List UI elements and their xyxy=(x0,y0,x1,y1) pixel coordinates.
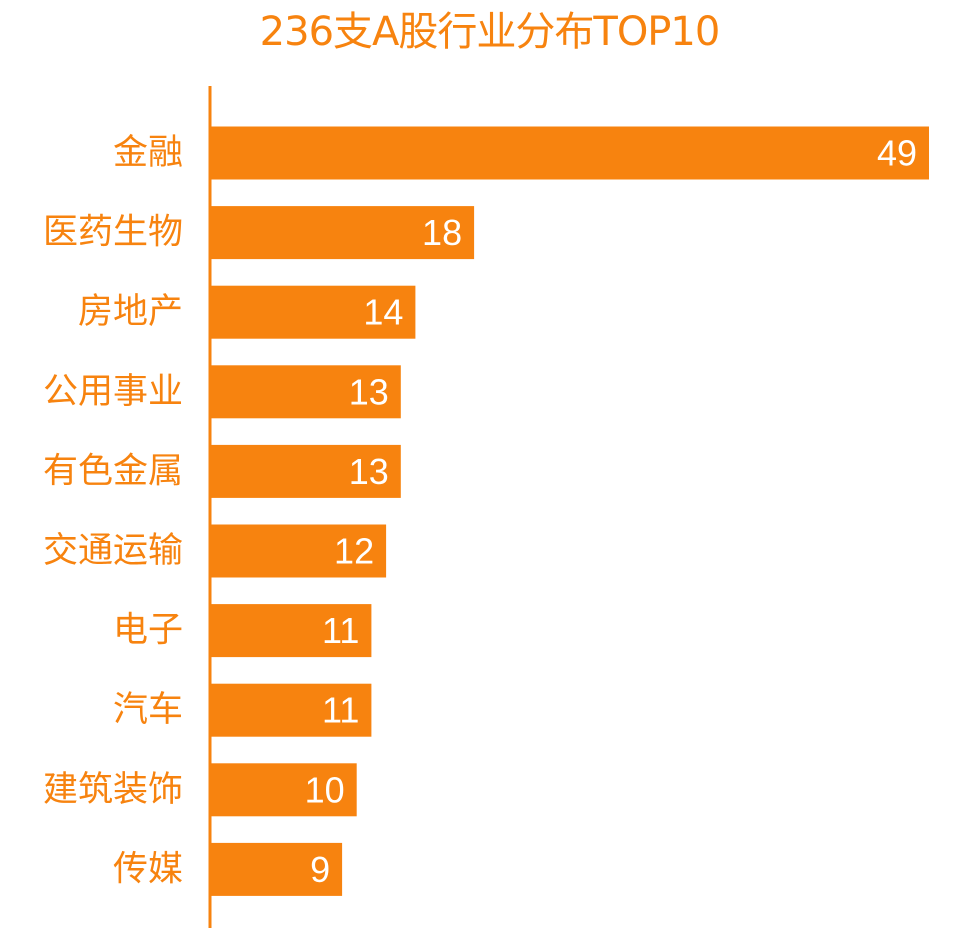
category-label: 传媒 xyxy=(113,849,183,889)
bar xyxy=(210,683,372,737)
bar xyxy=(210,604,372,658)
category-label: 电子 xyxy=(113,611,183,651)
bar-value-label: 11 xyxy=(322,610,359,651)
bar-value-label: 11 xyxy=(322,690,359,731)
category-label: 金融 xyxy=(113,133,183,173)
category-label: 房地产 xyxy=(78,292,183,332)
bar xyxy=(210,206,475,260)
bar xyxy=(210,285,416,339)
chart-title: 236支A股行业分布TOP10 xyxy=(259,9,721,55)
bar-value-label: 9 xyxy=(310,849,330,890)
bar-value-label: 49 xyxy=(877,133,917,174)
category-label: 交通运输 xyxy=(43,531,183,571)
bar-value-label: 12 xyxy=(334,531,374,572)
bar xyxy=(210,126,929,180)
bar xyxy=(210,524,387,578)
bar xyxy=(210,444,401,498)
bar xyxy=(210,365,401,419)
bar xyxy=(210,763,357,817)
bar-value-label: 18 xyxy=(422,212,462,253)
bar xyxy=(210,842,343,896)
bar-value-label: 14 xyxy=(363,292,403,333)
bar-value-label: 10 xyxy=(305,769,345,810)
bar-value-label: 13 xyxy=(349,371,389,412)
bar-value-label: 13 xyxy=(349,451,389,492)
category-label: 建筑装饰 xyxy=(43,770,183,810)
category-label: 医药生物 xyxy=(43,213,183,253)
category-label: 公用事业 xyxy=(43,372,183,412)
category-label: 汽车 xyxy=(113,690,183,730)
category-label: 有色金属 xyxy=(43,451,183,491)
